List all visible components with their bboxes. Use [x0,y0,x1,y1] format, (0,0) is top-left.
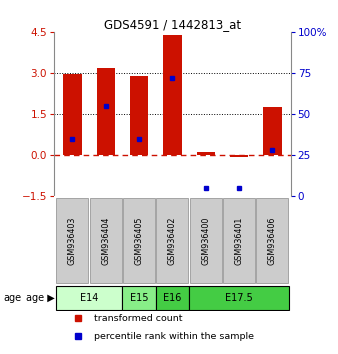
Bar [97,68,115,155]
Bar [163,35,182,155]
Text: GSM936406: GSM936406 [268,216,277,265]
Bar [156,286,189,310]
Bar [256,198,288,283]
Bar [63,74,81,155]
Text: age: age [3,293,22,303]
Text: GSM936403: GSM936403 [68,216,77,265]
Text: E15: E15 [130,293,148,303]
Text: transformed count: transformed count [94,314,183,322]
Bar [190,198,222,283]
Bar [189,286,289,310]
Bar [223,198,255,283]
Text: GSM936401: GSM936401 [235,216,243,265]
Text: E14: E14 [80,293,98,303]
Text: GSM936402: GSM936402 [168,216,177,265]
Text: age ▶: age ▶ [26,293,54,303]
Text: E16: E16 [163,293,182,303]
Bar [123,198,155,283]
Bar [156,198,188,283]
Text: GSM936405: GSM936405 [135,216,144,265]
Text: E17.5: E17.5 [225,293,253,303]
Bar [56,286,122,310]
Text: GSM936400: GSM936400 [201,216,210,265]
Title: GDS4591 / 1442813_at: GDS4591 / 1442813_at [104,18,241,31]
Bar [90,198,122,283]
Text: GSM936404: GSM936404 [101,216,110,265]
Text: percentile rank within the sample: percentile rank within the sample [94,332,254,341]
Bar [130,76,148,155]
Bar [196,152,215,155]
Bar [122,286,156,310]
Bar [263,107,282,155]
Bar [230,155,248,157]
Bar [56,198,89,283]
